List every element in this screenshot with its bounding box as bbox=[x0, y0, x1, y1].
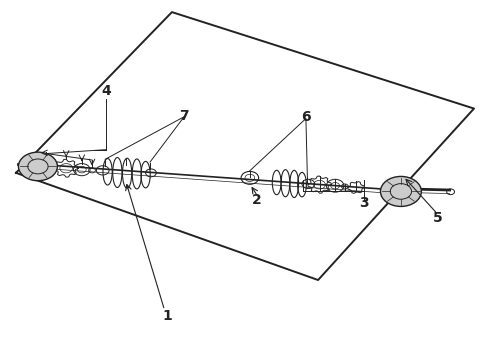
Circle shape bbox=[28, 159, 48, 174]
Circle shape bbox=[380, 176, 421, 206]
Circle shape bbox=[19, 152, 57, 181]
Text: 1: 1 bbox=[162, 309, 172, 323]
Text: 4: 4 bbox=[101, 84, 111, 98]
Text: 5: 5 bbox=[433, 211, 442, 225]
Text: 3: 3 bbox=[360, 196, 369, 210]
Text: 6: 6 bbox=[301, 111, 311, 125]
Circle shape bbox=[390, 184, 412, 199]
Text: 2: 2 bbox=[252, 193, 262, 207]
Text: 7: 7 bbox=[179, 109, 189, 123]
